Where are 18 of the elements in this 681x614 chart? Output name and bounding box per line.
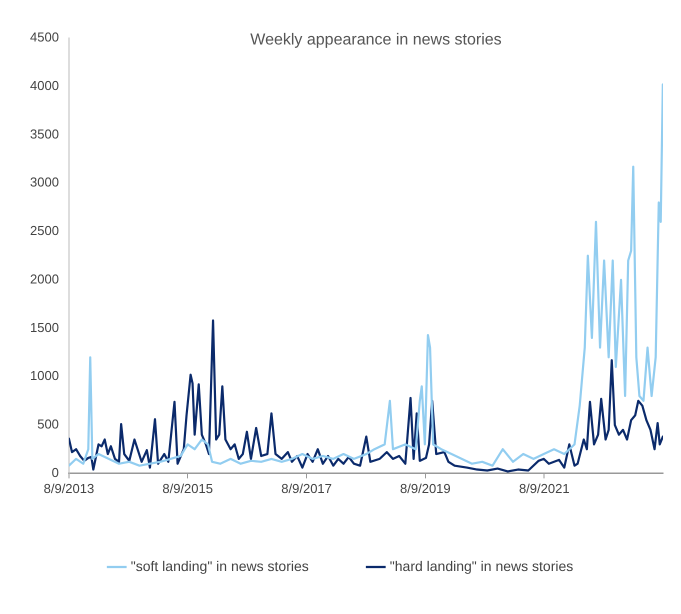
x-tick-label: 8/9/2013 [44,480,94,496]
x-tick-label: 8/9/2021 [518,480,570,496]
y-tick-label: 0 [52,464,59,480]
y-tick-label: 2000 [30,271,59,286]
y-tick-label: 4000 [30,78,59,93]
x-tick-label: 8/9/2017 [281,480,332,496]
y-tick-label: 4500 [30,30,59,45]
y-tick-label: 1500 [30,320,59,335]
y-tick-label: 500 [37,416,59,432]
y-tick-label: 2500 [30,223,59,238]
legend-label: "soft landing" in news stories [130,558,309,574]
y-tick-label: 1000 [30,368,59,384]
x-tick-label: 8/9/2015 [162,480,213,496]
y-tick-label: 3000 [30,174,59,190]
x-tick-label: 8/9/2019 [400,480,451,496]
legend-label: "hard landing" in news stories [390,558,574,574]
y-tick-label: 3500 [30,126,59,142]
chart-title: Weekly appearance in news stories [250,31,502,48]
